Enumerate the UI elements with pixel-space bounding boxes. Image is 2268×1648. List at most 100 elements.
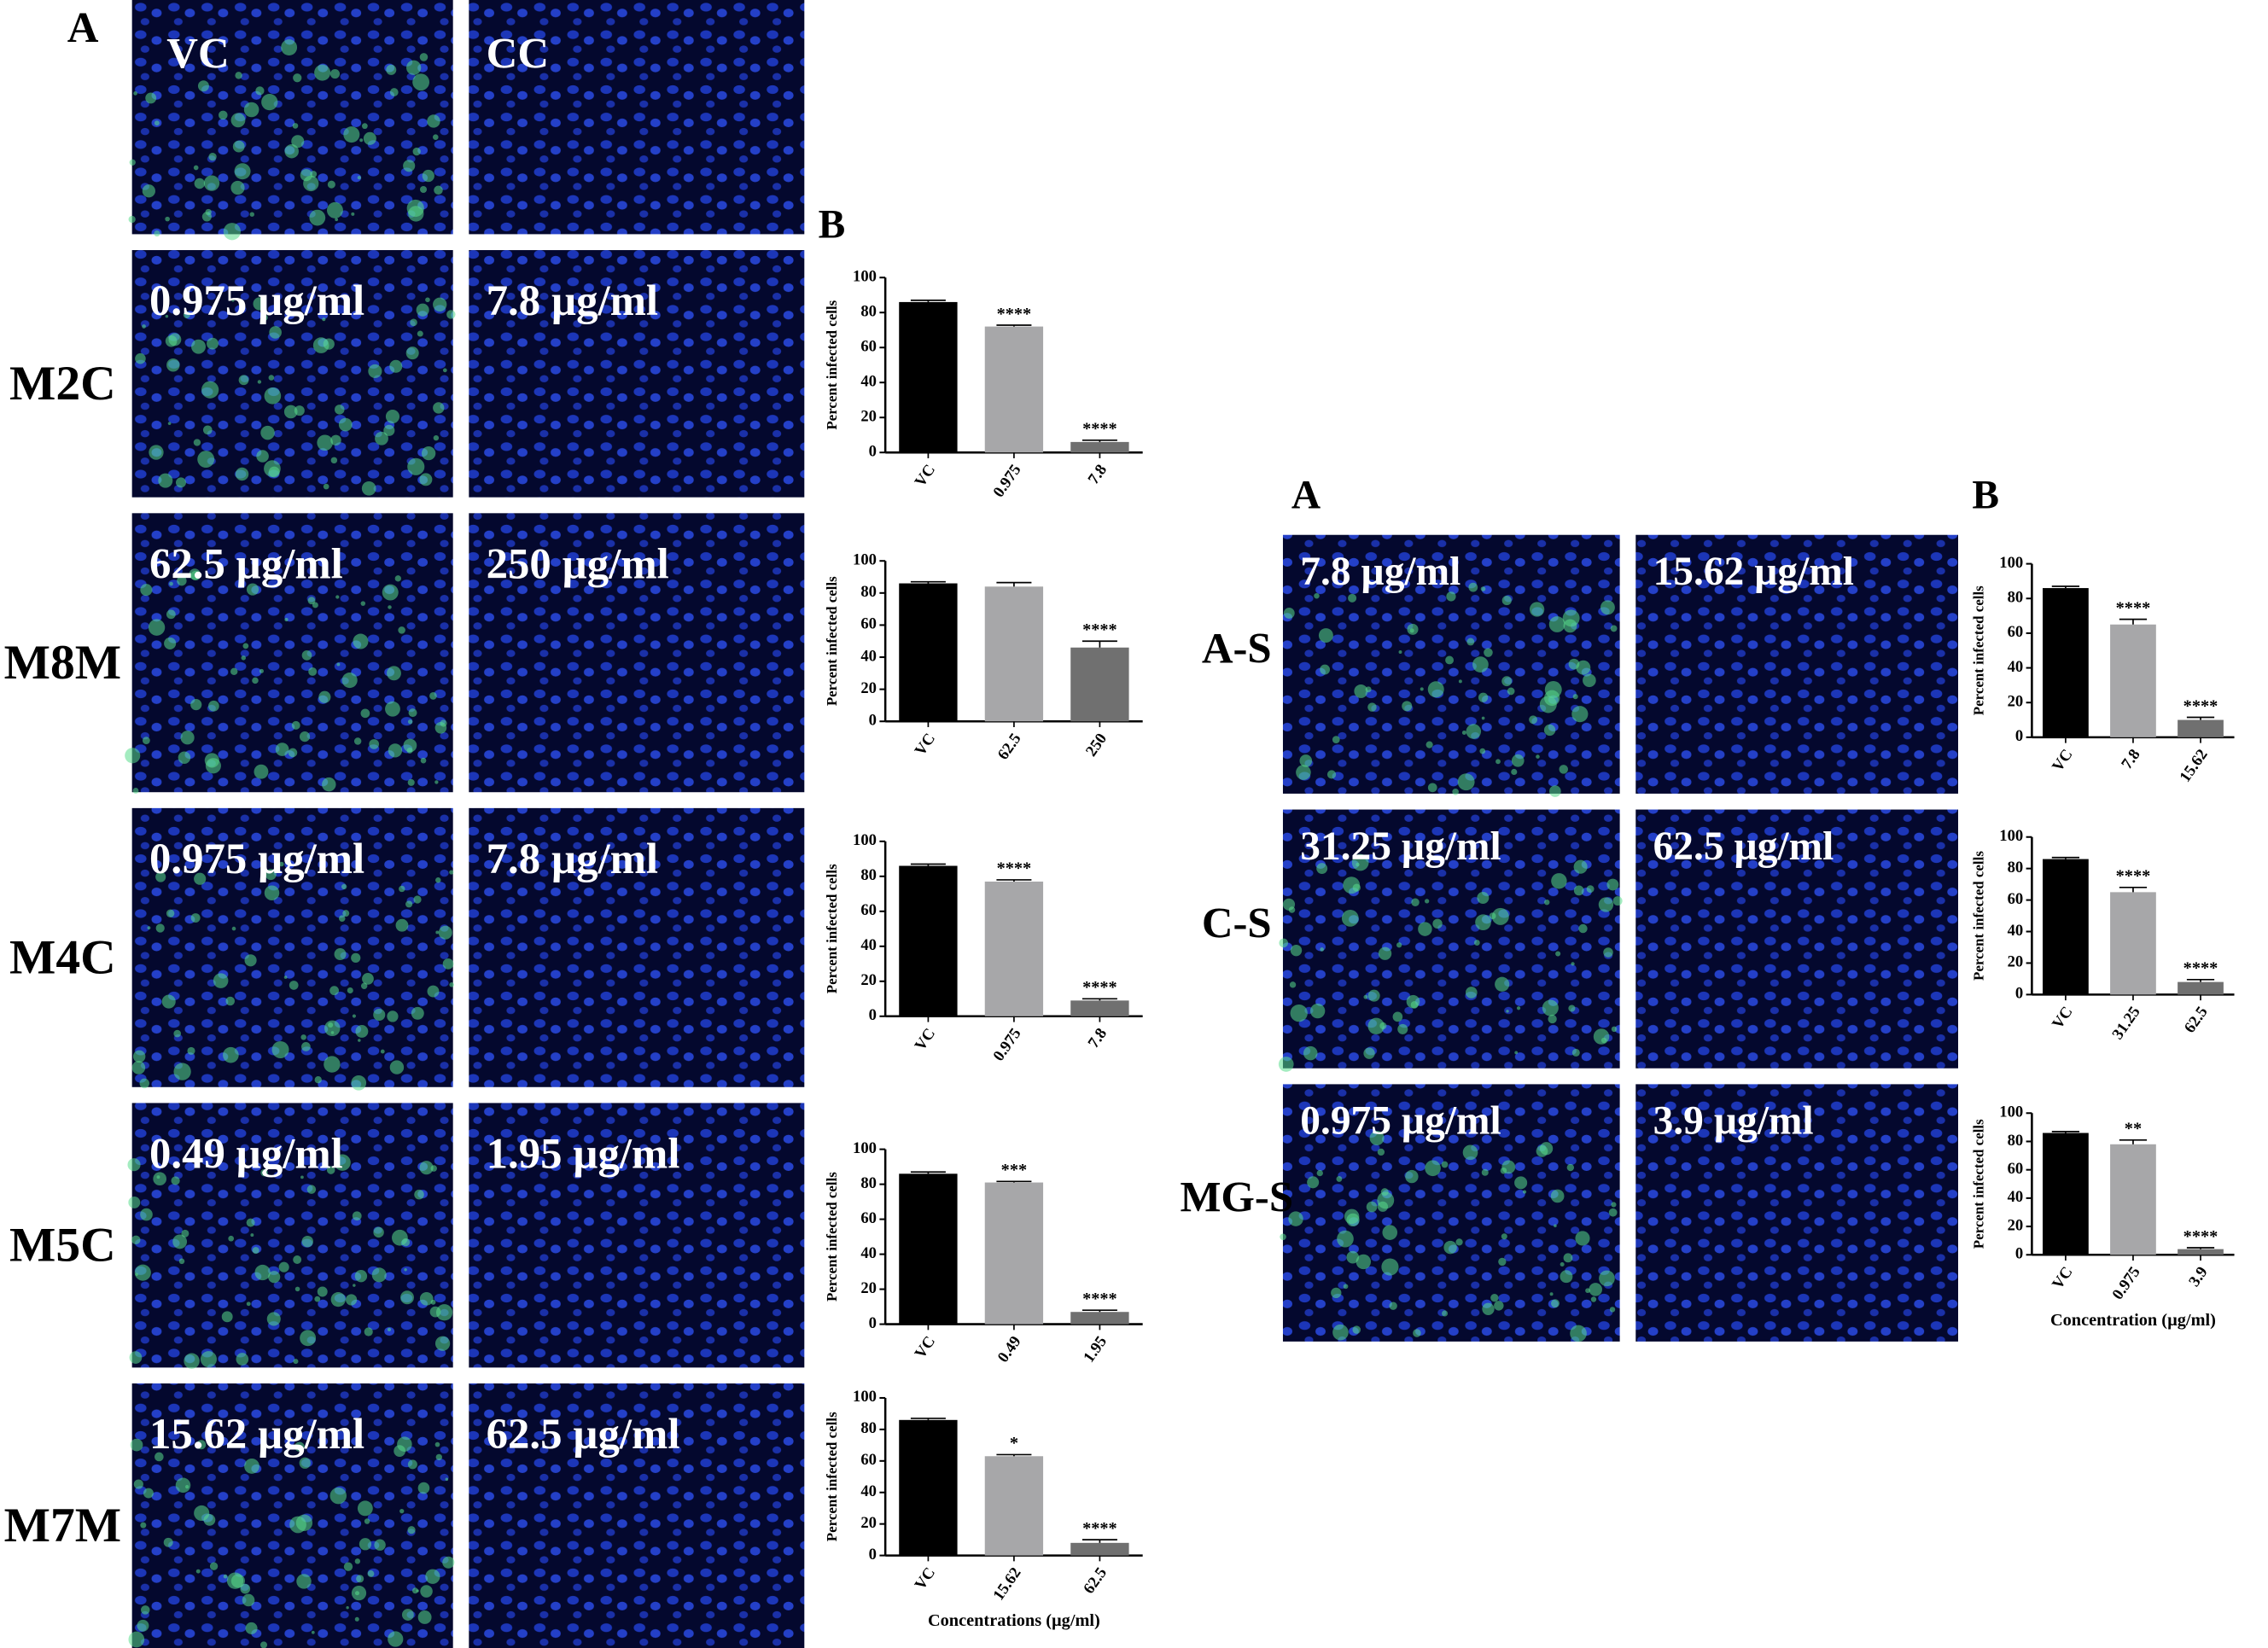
fluorescence	[236, 1353, 249, 1366]
fluorescence	[1462, 1144, 1478, 1161]
fluorescence	[1411, 898, 1420, 906]
fluorescence	[1331, 1287, 1342, 1299]
y-tick-label: 0	[2015, 985, 2023, 1003]
x-tick-label: 3.9	[2185, 1263, 2212, 1290]
fluorescence	[153, 1172, 166, 1186]
label: 7.8 µg/ml	[487, 277, 658, 324]
fluorescence	[130, 1438, 143, 1452]
x-tick-label: VC	[911, 1333, 939, 1362]
fluorescence	[435, 1304, 453, 1321]
fluorescence	[360, 601, 366, 606]
fluorescence	[178, 751, 191, 765]
x-tick-label: 1.95	[1080, 1333, 1111, 1366]
fluorescence	[140, 584, 153, 597]
fluorescence	[1396, 942, 1402, 948]
fluorescence	[197, 451, 215, 469]
fluorescence	[1432, 918, 1443, 929]
fluorescence	[442, 368, 447, 373]
fluorescence	[261, 314, 268, 321]
fluorescence	[343, 126, 360, 143]
fluorescence	[361, 480, 376, 496]
fluorescence	[445, 1477, 449, 1482]
fluorescence	[137, 1619, 149, 1632]
fluorescence	[1491, 907, 1509, 925]
fluorescence	[364, 1327, 373, 1336]
fluorescence	[184, 1353, 200, 1369]
fluorescence	[128, 215, 136, 224]
fluorescence	[142, 737, 150, 744]
fluorescence	[329, 1487, 347, 1505]
y-tick-label: 40	[860, 1482, 877, 1500]
fluorescence	[414, 1189, 424, 1200]
fluorescence	[359, 1538, 372, 1551]
fluorescence	[1481, 716, 1485, 720]
bar	[1070, 1000, 1129, 1016]
fluorescence	[1554, 1224, 1557, 1228]
fluorescence	[335, 595, 340, 599]
fluorescence	[149, 445, 164, 460]
fluorescence	[208, 700, 219, 712]
fluorescence	[288, 748, 298, 758]
fluorescence	[1307, 1176, 1320, 1189]
fluorescence	[1289, 981, 1297, 988]
y-tick-label: 80	[860, 1174, 877, 1192]
fluorescence	[398, 626, 405, 634]
fluorescence	[1336, 1176, 1343, 1182]
fluorescence	[401, 1609, 414, 1621]
label: M2C	[9, 357, 116, 411]
x-tick-label: VC	[911, 1564, 939, 1593]
fluorescence	[1572, 694, 1578, 700]
x-tick-label: 15.62	[2176, 746, 2211, 785]
x-tick-label: 31.25	[2108, 1004, 2143, 1043]
label: A	[1291, 473, 1321, 517]
fluorescence	[175, 477, 186, 488]
fluorescence	[1506, 1010, 1509, 1013]
fluorescence	[294, 1441, 305, 1452]
y-tick-label: 0	[869, 1006, 877, 1024]
label: A-S	[1202, 624, 1272, 672]
fluorescence	[131, 1061, 146, 1074]
fluorescence	[1310, 1003, 1326, 1019]
fluorescence	[132, 1050, 146, 1063]
fluorescence	[434, 780, 439, 784]
fluorescence	[203, 175, 220, 191]
fluorescence	[189, 568, 201, 580]
bar	[984, 326, 1044, 453]
fluorescence	[353, 1284, 356, 1287]
fluorescence	[1288, 906, 1296, 913]
fluorescence	[341, 673, 358, 689]
label: 62.5 µg/ml	[149, 539, 343, 587]
bar	[1070, 441, 1129, 453]
fluorescence	[421, 445, 436, 461]
fluorescence	[213, 973, 229, 988]
fluorescence	[359, 138, 364, 143]
fluorescence	[1346, 1250, 1360, 1264]
fluorescence	[1539, 1142, 1554, 1156]
fluorescence	[300, 1330, 317, 1347]
fluorescence	[1551, 1299, 1560, 1308]
fluorescence	[1600, 600, 1615, 615]
fluorescence	[1283, 607, 1295, 619]
micrograph	[1282, 1084, 1620, 1342]
fluorescence	[1484, 648, 1493, 657]
bar	[2178, 1249, 2224, 1255]
x-tick-label: 0.975	[989, 461, 1024, 500]
fluorescence	[1278, 1057, 1294, 1072]
fluorescence	[269, 326, 282, 339]
fluorescence	[1455, 1238, 1463, 1246]
fluorescence	[201, 381, 219, 399]
fluorescence	[449, 870, 454, 875]
significance: ****	[2116, 598, 2151, 617]
fluorescence	[133, 91, 137, 96]
fluorescence	[1543, 724, 1556, 737]
fluorescence	[166, 609, 176, 620]
fluorescence	[225, 996, 236, 1006]
label: 7.8 µg/ml	[1300, 550, 1460, 594]
fluorescence	[1441, 1161, 1449, 1168]
fluorescence	[351, 1586, 367, 1601]
y-axis-label: Percent infected cells	[824, 1172, 840, 1302]
fluorescence	[433, 434, 440, 441]
fluorescence	[1343, 1284, 1349, 1290]
fluorescence	[1475, 914, 1491, 931]
